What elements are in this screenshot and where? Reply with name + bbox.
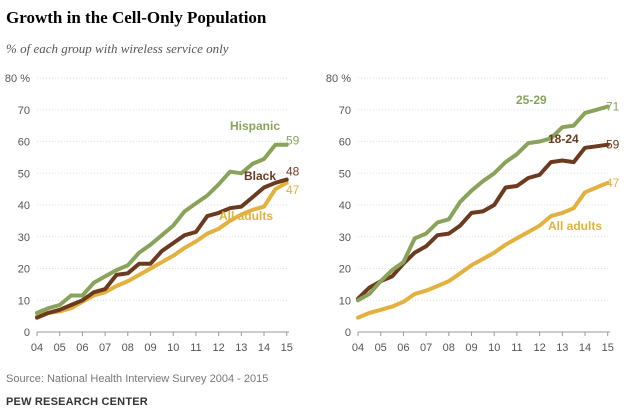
series-label-all-adults: All adults — [548, 219, 602, 233]
x-tick-label: 15 — [602, 342, 614, 354]
x-tick-label: 08 — [443, 342, 455, 354]
x-tick-label: 07 — [99, 342, 111, 354]
x-tick-label: 14 — [579, 342, 591, 354]
series-line-18-24 — [356, 142, 610, 301]
x-tick-label: 13 — [556, 342, 568, 354]
source-note: Source: National Health Interview Survey… — [6, 373, 269, 385]
x-tick-label: 05 — [54, 342, 66, 354]
end-value-label-25-29: 71 — [606, 100, 620, 114]
y-tick-label: 80 % — [5, 73, 30, 85]
y-tick-label: 60 — [339, 137, 351, 149]
x-tick-label: 10 — [167, 342, 179, 354]
x-tick-label: 15 — [281, 342, 293, 354]
end-value-label-all-adults: 47 — [606, 176, 620, 190]
credit-note: PEW RESEARCH CENTER — [6, 396, 148, 408]
series-label-hispanic: Hispanic — [230, 119, 280, 133]
x-tick-label: 13 — [235, 342, 247, 354]
x-tick-label: 10 — [488, 342, 500, 354]
x-tick-label: 07 — [420, 342, 432, 354]
x-tick-label: 11 — [190, 342, 201, 354]
x-tick-label: 06 — [76, 342, 88, 354]
end-value-label-black: 48 — [286, 165, 300, 179]
y-tick-label: 50 — [18, 168, 30, 180]
y-tick-label: 40 — [18, 200, 30, 212]
y-tick-label: 10 — [339, 295, 351, 307]
y-tick-label: 70 — [18, 105, 30, 117]
x-tick-label: 09 — [465, 342, 477, 354]
y-tick-label: 0 — [345, 327, 351, 339]
chart-subtitle: % of each group with wireless service on… — [6, 41, 229, 56]
y-tick-label: 70 — [339, 105, 351, 117]
end-value-label-18-24: 59 — [606, 138, 620, 152]
x-tick-label: 04 — [31, 342, 43, 354]
x-tick-label: 12 — [533, 342, 545, 354]
series-label-black: Black — [244, 169, 276, 183]
series-line-all-adults — [356, 180, 610, 320]
x-tick-label: 09 — [144, 342, 156, 354]
y-tick-label: 50 — [339, 168, 351, 180]
x-tick-label: 05 — [375, 342, 387, 354]
series-label-25-29: 25-29 — [516, 93, 547, 107]
y-tick-label: 20 — [339, 264, 351, 276]
y-tick-label: 80 % — [326, 73, 351, 85]
series-line-black — [35, 177, 289, 320]
x-tick-label: 08 — [122, 342, 134, 354]
series-label-all-adults: All adults — [219, 209, 273, 223]
series-line-hispanic — [35, 142, 289, 315]
x-tick-label: 12 — [212, 342, 224, 354]
y-tick-label: 10 — [18, 295, 30, 307]
x-tick-label: 11 — [511, 342, 522, 354]
y-tick-label: 30 — [339, 232, 351, 244]
end-value-label-hispanic: 59 — [286, 134, 300, 148]
series-line-25-29 — [356, 104, 610, 303]
y-tick-label: 30 — [18, 232, 30, 244]
chart-title: Growth in the Cell-Only Population — [6, 8, 267, 27]
x-tick-label: 04 — [352, 342, 364, 354]
series-label-18-24: 18-24 — [548, 132, 579, 146]
y-tick-label: 0 — [24, 327, 30, 339]
y-tick-label: 20 — [18, 264, 30, 276]
x-tick-label: 14 — [258, 342, 270, 354]
x-tick-label: 06 — [397, 342, 409, 354]
end-value-label-all-adults: 47 — [286, 183, 300, 197]
y-tick-label: 60 — [18, 137, 30, 149]
y-tick-label: 40 — [339, 200, 351, 212]
